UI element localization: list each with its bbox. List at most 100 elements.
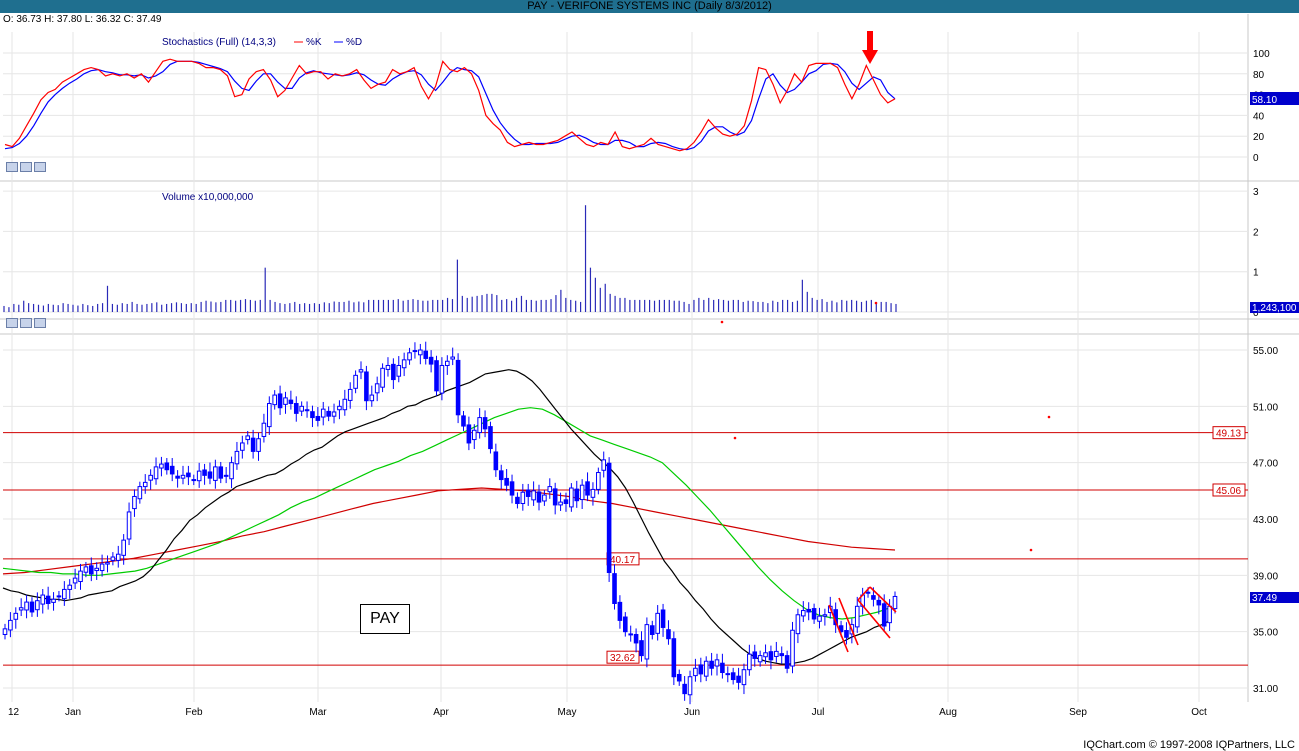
candle-body xyxy=(115,553,121,561)
stoch-tick-label: 80 xyxy=(1253,70,1265,81)
candle-body xyxy=(569,487,574,508)
volume-last-badge xyxy=(1250,302,1299,313)
candle-body xyxy=(267,403,272,428)
candle-body xyxy=(407,352,412,361)
candle-body xyxy=(380,367,385,388)
x-axis-label: 12 xyxy=(8,707,20,718)
candle-body xyxy=(779,653,785,657)
candle-body xyxy=(736,675,741,683)
zoom-out-icon[interactable] xyxy=(20,162,32,172)
x-axis-label: Aug xyxy=(939,707,957,718)
candle-body xyxy=(590,488,596,498)
settings-icon[interactable] xyxy=(34,162,46,172)
candle-body xyxy=(682,683,687,695)
candle-body xyxy=(62,588,67,600)
candle-body xyxy=(240,442,245,451)
x-axis-label: Feb xyxy=(185,707,203,718)
stoch-label: Stochastics (Full) (14,3,3) xyxy=(162,37,276,48)
candle-body xyxy=(99,563,105,572)
level-label: 40.17 xyxy=(610,555,635,566)
candle-body xyxy=(29,601,35,613)
candle-body xyxy=(730,672,736,681)
candle-body xyxy=(67,584,73,590)
ohlc-readout: O: 36.73 H: 37.80 L: 36.32 C: 37.49 xyxy=(3,14,162,25)
stoch-panel-tools[interactable] xyxy=(6,162,48,175)
candle-body xyxy=(423,350,429,359)
candle-body xyxy=(461,415,466,427)
candle-body xyxy=(655,612,660,634)
candle-body xyxy=(720,662,725,674)
zoom-in-icon[interactable] xyxy=(6,162,18,172)
x-axis-label: Oct xyxy=(1191,707,1207,718)
candle-body xyxy=(579,484,585,501)
volume-panel-tools[interactable] xyxy=(6,318,48,331)
level-label-box xyxy=(606,650,640,664)
candle-body xyxy=(89,565,94,575)
stoch-d-line xyxy=(4,60,896,151)
x-axis-label: Apr xyxy=(433,707,449,718)
candle-body xyxy=(466,424,472,444)
candle-body xyxy=(515,496,520,505)
arrow-annotation-shaft xyxy=(867,31,873,51)
candle-body xyxy=(299,405,304,412)
marker-dot xyxy=(733,436,737,440)
candle-body xyxy=(509,481,515,496)
x-axis-label: May xyxy=(558,707,577,718)
candle-body xyxy=(666,629,671,640)
candle-body xyxy=(747,653,752,671)
candle-body xyxy=(811,608,817,620)
candle-body xyxy=(876,599,882,606)
candle-body xyxy=(45,595,51,605)
price-tick-label: 39.00 xyxy=(1253,571,1278,582)
candle-body xyxy=(633,633,639,644)
candle-body xyxy=(245,435,251,441)
candle-body xyxy=(293,403,299,414)
candle-body xyxy=(202,469,207,476)
candle-body xyxy=(385,364,391,370)
candle-body xyxy=(752,651,758,659)
chart-title: PAY - VERIFONE SYSTEMS INC (Daily 8/3/20… xyxy=(527,0,772,12)
candle-body xyxy=(283,397,288,405)
candle-body xyxy=(164,462,170,471)
candle-body xyxy=(51,598,56,603)
candle-body xyxy=(822,614,828,617)
volume-label: Volume x10,000,000 xyxy=(162,192,254,203)
candle-body xyxy=(353,374,358,389)
candle-body xyxy=(504,477,509,486)
candle-body xyxy=(105,562,110,565)
candle-body xyxy=(617,601,623,621)
candle-body xyxy=(552,488,558,506)
zoom-out-icon[interactable] xyxy=(20,318,32,328)
price-tick-label: 31.00 xyxy=(1253,684,1278,695)
candle-body xyxy=(132,495,137,510)
marker-dot xyxy=(1029,548,1033,552)
candle-body xyxy=(703,660,709,677)
candle-body xyxy=(213,466,218,481)
candle-body xyxy=(250,437,256,452)
stoch-d-last-badge xyxy=(1250,94,1299,105)
candle-body xyxy=(310,411,315,419)
level-label-box xyxy=(1212,483,1246,497)
candle-body xyxy=(774,650,779,657)
pattern-annotation-line xyxy=(857,586,871,601)
candle-body xyxy=(644,624,650,660)
candle-body xyxy=(709,660,714,669)
candle-body xyxy=(558,501,563,506)
candle-body xyxy=(223,474,229,477)
candle-body xyxy=(801,610,806,617)
zoom-in-icon[interactable] xyxy=(6,318,18,328)
candle-body xyxy=(763,652,768,658)
candle-body xyxy=(445,360,450,366)
candle-body xyxy=(369,394,375,402)
candle-body xyxy=(412,350,418,353)
candle-body xyxy=(234,450,240,465)
candle-body xyxy=(229,462,234,480)
candle-body xyxy=(159,463,164,469)
candle-body xyxy=(741,669,747,686)
candle-body xyxy=(525,489,531,497)
candle-body xyxy=(676,673,682,682)
settings-icon[interactable] xyxy=(34,318,46,328)
candle-body xyxy=(871,595,876,600)
candle-body xyxy=(596,472,601,490)
